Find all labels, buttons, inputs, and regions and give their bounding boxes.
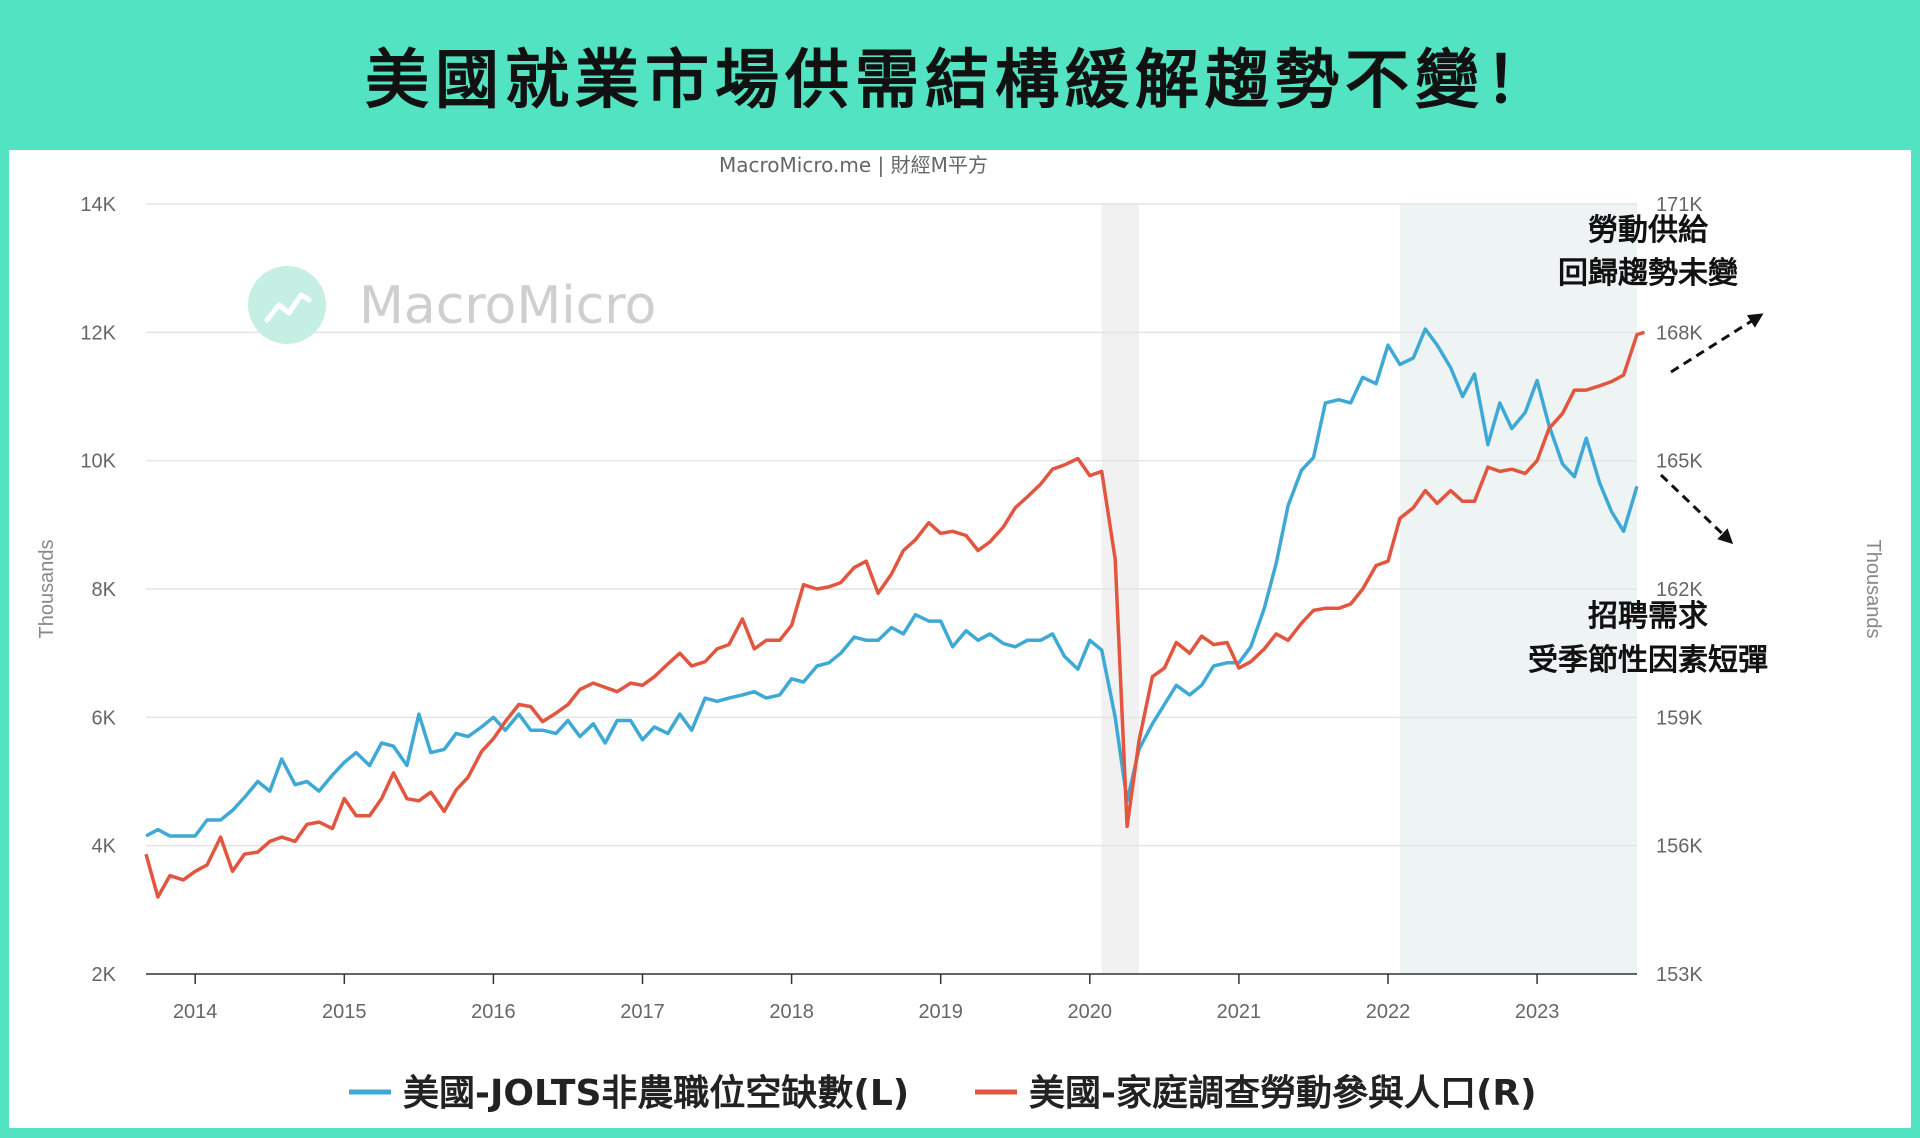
y-left-tick-label: 8K: [92, 579, 117, 601]
watermark-text: MacroMicro: [359, 276, 656, 336]
y-left-axis-label: Thousands: [36, 540, 58, 639]
x-tick-label: 2016: [471, 1001, 516, 1023]
y-right-tick-label: 159K: [1656, 707, 1703, 729]
annotation-supply-line2: 回歸趨勢未變: [1558, 256, 1738, 291]
y-left-tick-label: 10K: [80, 451, 116, 473]
annotation-supply-line1: 勞動供給: [1588, 213, 1709, 248]
source-label: MacroMicro.me | 財經M平方: [719, 153, 988, 177]
y-right-tick-label: 168K: [1656, 322, 1703, 344]
y-right-tick-label: 162K: [1656, 579, 1703, 601]
annotation-arrow-down: [1659, 473, 1734, 545]
y-right-tick-label: 153K: [1656, 964, 1703, 986]
x-tick-label: 2021: [1217, 1001, 1262, 1023]
x-tick-label: 2019: [918, 1001, 963, 1023]
watermark-logo: MacroMicro: [248, 266, 656, 344]
x-tick-label: 2017: [620, 1001, 665, 1023]
annotation-arrow-up: [1670, 313, 1764, 374]
chart-svg: MacroMicro MacroMicro.me | 財經M平方 2014 201…: [36, 153, 1884, 1114]
legend-label-labor: 美國-家庭調查勞動參與人口(R): [1029, 1073, 1537, 1114]
jolts-series-line: [145, 327, 1639, 838]
y-right-tick-label: 156K: [1656, 836, 1703, 858]
labor-series-line: [144, 330, 1645, 899]
y-right-tick-label: 171K: [1656, 194, 1703, 216]
x-tick-label: 2023: [1515, 1001, 1560, 1023]
x-tick-label: 2022: [1366, 1001, 1411, 1023]
y-left-tick-label: 6K: [92, 707, 117, 729]
x-tick-label: 2020: [1068, 1001, 1113, 1023]
y-right-axis-label: Thousands: [1862, 540, 1884, 639]
y-left-tick-label: 14K: [80, 194, 116, 216]
y-left-tick-label: 4K: [92, 836, 117, 858]
legend-label-jolts: 美國-JOLTS非農職位空缺數(L): [403, 1073, 909, 1114]
x-tick-label: 2018: [769, 1001, 814, 1023]
annotation-demand-line2: 受季節性因素短彈: [1528, 643, 1768, 678]
annotation-demand-line1: 招聘需求: [1588, 599, 1708, 634]
x-tick-label: 2015: [322, 1001, 367, 1023]
chart-panel: MacroMicro MacroMicro.me | 財經M平方 2014 201…: [9, 150, 1911, 1128]
y-right-tick-label: 165K: [1656, 451, 1703, 473]
headline-title: 美國就業市場供需結構緩解趨勢不變！: [365, 44, 1555, 118]
x-tick-label: 2014: [173, 1001, 218, 1023]
y-left-tick-label: 2K: [92, 964, 117, 986]
y-left-tick-label: 12K: [80, 322, 116, 344]
